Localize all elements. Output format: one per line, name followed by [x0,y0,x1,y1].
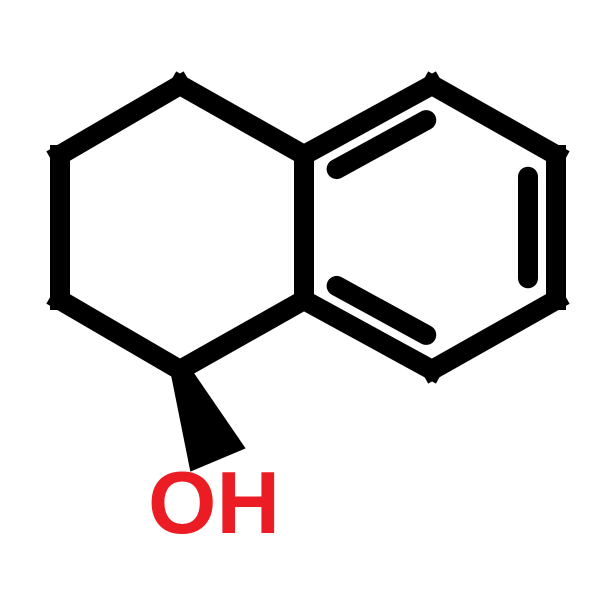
bond [180,85,304,155]
aromatic-inner-bonds [337,120,528,335]
bond [60,300,180,370]
hydroxyl-label: OH [148,453,280,552]
molecule-diagram: OH [0,0,600,600]
bond [432,300,556,370]
bonds-layer [60,85,556,370]
bond [180,300,304,370]
bond [60,85,180,155]
bond [432,85,556,155]
